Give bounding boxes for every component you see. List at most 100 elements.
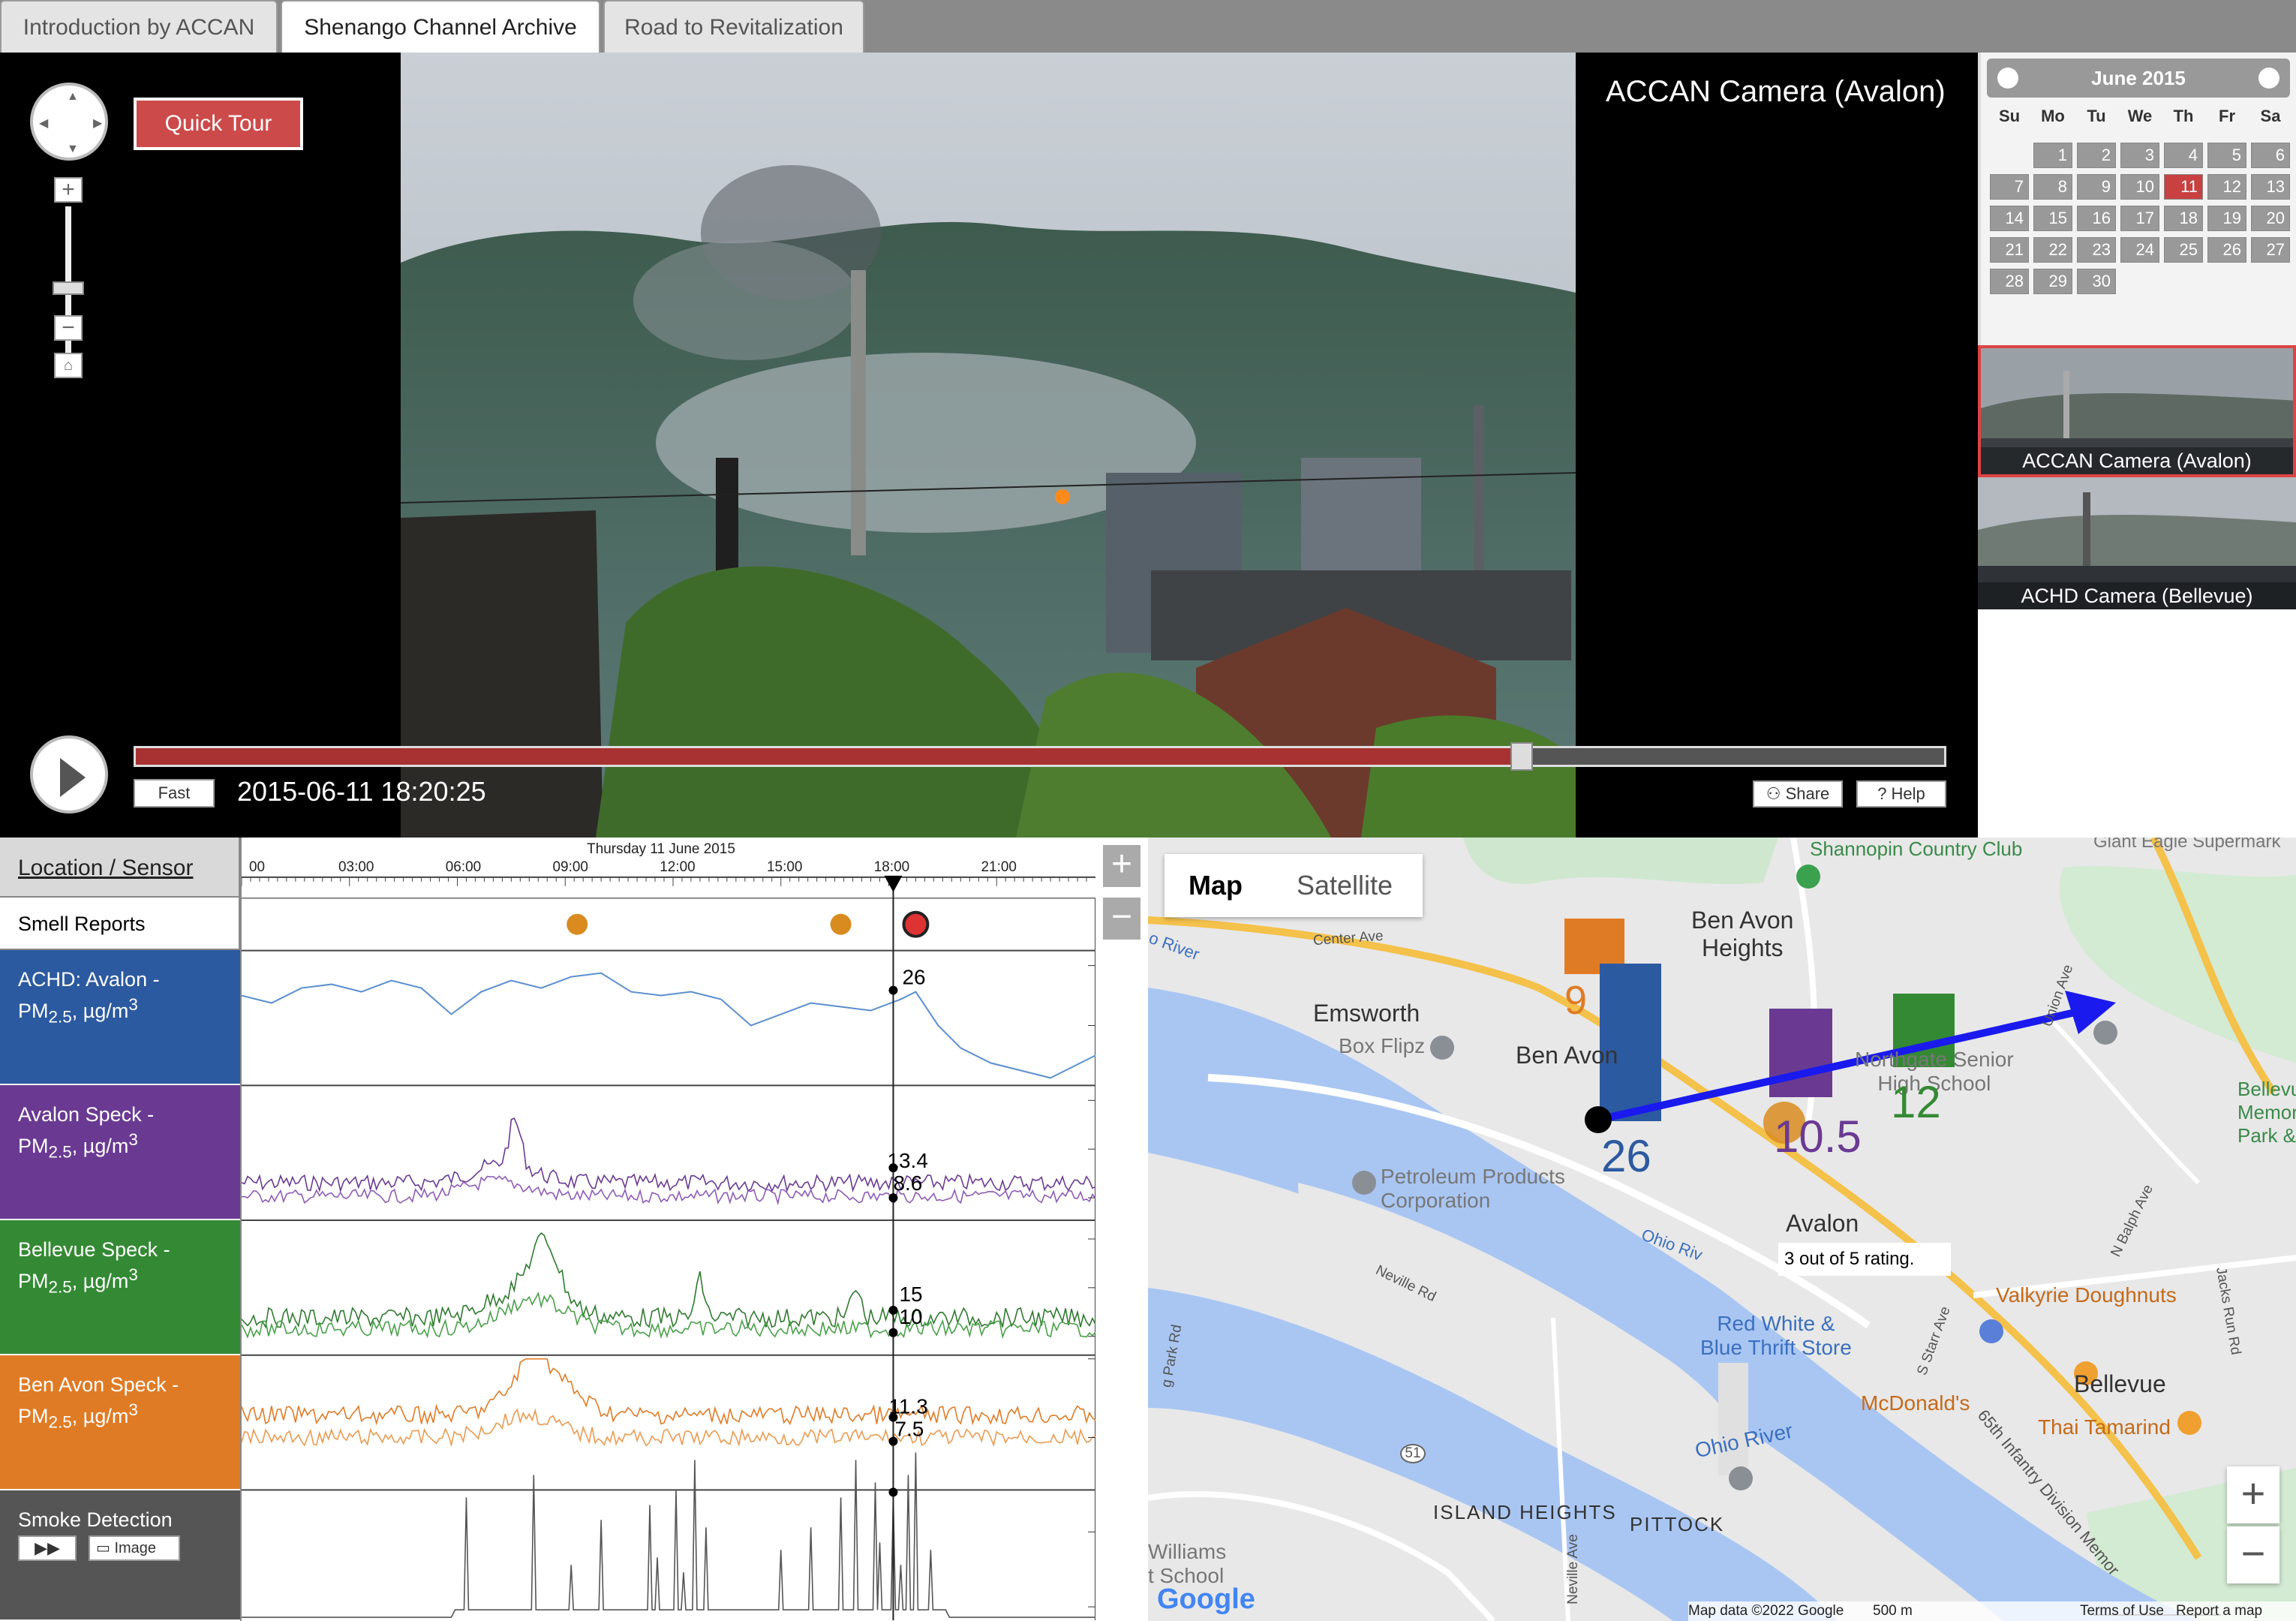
map-label: Petroleum Products Corporation: [1381, 1165, 1565, 1212]
calendar-day[interactable]: 8: [2033, 174, 2072, 200]
calendar-day[interactable]: 26: [2207, 237, 2246, 263]
bellevue-sensor-bar[interactable]: [1893, 994, 1955, 1067]
street-label: Neville Ave: [1564, 1534, 1581, 1604]
fast-forward-button[interactable]: ▶▶: [18, 1535, 77, 1561]
achd-sensor-bar[interactable]: [1600, 964, 1661, 1121]
calendar-day[interactable]: 24: [2120, 237, 2159, 263]
calendar-day[interactable]: 11: [2164, 174, 2203, 200]
calendar-day[interactable]: 19: [2207, 206, 2246, 231]
row-label-avalon[interactable]: Avalon Speck - PM2.5, µg/m3: [0, 1085, 240, 1220]
calendar-day[interactable]: 29: [2033, 269, 2072, 294]
calendar-weekday: Fr: [2219, 107, 2235, 125]
share-button[interactable]: ⚇ Share: [1753, 780, 1843, 807]
help-button[interactable]: ? Help: [1856, 780, 1946, 807]
place-pin-icon[interactable]: [1352, 1171, 1376, 1195]
calendar-day[interactable]: 1: [2033, 143, 2072, 168]
camera-frame[interactable]: [401, 53, 1576, 838]
row-label-bellevue[interactable]: Bellevue Speck - PM2.5, µg/m3: [0, 1220, 240, 1355]
map-view[interactable]: Map Satellite Shannopin Country Club Gia…: [1148, 838, 2296, 1621]
calendar-day[interactable]: 20: [2251, 206, 2290, 231]
pan-right-icon[interactable]: ▶: [93, 117, 103, 130]
zoom-slider-handle[interactable]: [53, 281, 84, 295]
calendar-day[interactable]: 13: [2251, 174, 2290, 200]
map-zoom-in-button[interactable]: +: [2227, 1466, 2279, 1523]
pan-down-icon[interactable]: ▼: [67, 143, 79, 155]
zoom-out-button[interactable]: −: [54, 315, 83, 341]
park-pin-icon[interactable]: [1796, 865, 1820, 889]
calendar-day[interactable]: 5: [2207, 143, 2246, 168]
map-label: Ben Avon: [1516, 1042, 1618, 1069]
speed-toggle-button[interactable]: Fast: [134, 779, 215, 807]
smell-report-marker[interactable]: [566, 913, 588, 935]
calendar-day[interactable]: 18: [2164, 206, 2203, 231]
timeline-handle[interactable]: [1510, 742, 1534, 771]
playback-timeline[interactable]: [134, 742, 1946, 771]
calendar-day[interactable]: 10: [2120, 174, 2159, 200]
row-label-achd[interactable]: ACHD: Avalon - PM2.5, µg/m3: [0, 950, 240, 1085]
calendar-day[interactable]: 4: [2164, 143, 2203, 168]
time-tick-label: 06:00: [446, 859, 481, 875]
smell-report-marker[interactable]: [902, 910, 930, 938]
camera-thumb-achd[interactable]: ACHD Camera (Bellevue): [1978, 477, 2296, 609]
calendar-day[interactable]: 6: [2251, 143, 2290, 168]
calendar-day[interactable]: 23: [2077, 237, 2116, 263]
restaurant-pin-icon[interactable]: [2074, 1361, 2098, 1385]
calendar-day[interactable]: 2: [2077, 143, 2116, 168]
calendar-weekday: Su: [1998, 107, 2021, 125]
calendar-day[interactable]: 7: [1990, 174, 2029, 200]
map-button[interactable]: Map: [1189, 870, 1243, 901]
pan-left-icon[interactable]: ◀: [39, 117, 49, 130]
place-pin-icon[interactable]: [1430, 1036, 1454, 1060]
row-label-smoke[interactable]: Smoke Detection ▶▶ ▭ Image: [0, 1490, 240, 1621]
bellevue-readout-b: 10: [899, 1305, 922, 1328]
calendar-day[interactable]: 22: [2033, 237, 2072, 263]
sensor-chart-area[interactable]: Thursday 11 June 2015 00 03:00 06:00 09:00 1…: [240, 838, 1095, 1621]
time-cursor-marker[interactable]: [884, 875, 903, 892]
calendar-day[interactable]: 25: [2164, 237, 2203, 263]
tab-introduction[interactable]: Introduction by ACCAN: [0, 0, 278, 53]
calendar-day[interactable]: 28: [1990, 269, 2029, 294]
calendar-day[interactable]: 3: [2120, 143, 2159, 168]
calendar-day[interactable]: 16: [2077, 206, 2116, 231]
calendar-day[interactable]: 21: [1990, 237, 2029, 263]
avalon-sensor-bar[interactable]: [1769, 1009, 1832, 1097]
quick-tour-button[interactable]: Quick Tour: [134, 98, 303, 150]
map-zoom-out-button[interactable]: −: [2227, 1526, 2279, 1583]
camera-thumb-accan[interactable]: ACCAN Camera (Avalon): [1978, 345, 2296, 477]
prev-month-icon[interactable]: [1997, 68, 2018, 89]
next-month-icon[interactable]: [2258, 68, 2279, 89]
school-pin-icon[interactable]: [1729, 1466, 1753, 1490]
calendar-day[interactable]: 9: [2077, 174, 2116, 200]
smell-report-marker[interactable]: [830, 913, 852, 935]
row-label-benavon[interactable]: Ben Avon Speck - PM2.5, µg/m3: [0, 1355, 240, 1490]
calendar-day[interactable]: 17: [2120, 206, 2159, 231]
pan-up-icon[interactable]: ▲: [67, 90, 79, 103]
report-error-link[interactable]: Report a map error: [2176, 1603, 2263, 1619]
tab-shenango-archive[interactable]: Shenango Channel Archive: [281, 0, 600, 53]
pan-control[interactable]: ▲ ▼ ◀ ▶: [30, 83, 108, 161]
row-label-smell[interactable]: Smell Reports: [0, 898, 240, 950]
map-canvas: [1148, 838, 2296, 1621]
smell-report-map-marker[interactable]: [1763, 1102, 1805, 1144]
zoom-in-button[interactable]: +: [54, 177, 83, 203]
calendar-day[interactable]: 15: [2033, 206, 2072, 231]
calendar-day[interactable]: 30: [2077, 269, 2116, 294]
calendar-day[interactable]: 14: [1990, 206, 2029, 231]
satellite-button[interactable]: Satellite: [1296, 870, 1393, 901]
home-icon[interactable]: ⌂: [54, 353, 83, 378]
chart-zoom-out-button[interactable]: −: [1103, 898, 1140, 940]
calendar-day[interactable]: 27: [2251, 237, 2290, 263]
bellevue-readout-a: 15: [899, 1283, 922, 1306]
school-pin-icon[interactable]: [2093, 1021, 2117, 1045]
shop-pin-icon[interactable]: [1979, 1319, 2003, 1343]
location-sensor-header[interactable]: Location / Sensor: [0, 838, 240, 898]
camera-viewer: ACCAN Camera (Avalon) ▲ ▼ ◀ ▶ + − ⌂ Quic…: [0, 53, 1978, 838]
help-label: Help: [1891, 784, 1925, 803]
image-button[interactable]: ▭ Image: [89, 1535, 180, 1561]
chart-zoom-in-button[interactable]: +: [1103, 845, 1140, 887]
tab-road-to-revitalization[interactable]: Road to Revitalization: [603, 0, 864, 53]
calendar-day[interactable]: 12: [2207, 174, 2246, 200]
restaurant-pin-icon[interactable]: [2177, 1411, 2201, 1435]
terms-link[interactable]: Terms of Use: [2080, 1603, 2164, 1619]
play-button[interactable]: [30, 735, 108, 814]
